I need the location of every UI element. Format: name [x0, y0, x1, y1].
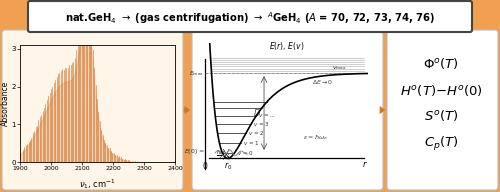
Y-axis label: Absorbance: Absorbance: [1, 81, 10, 126]
Text: $E(r)$, $E(v)$: $E(r)$, $E(v)$: [268, 40, 304, 52]
Text: $E(0) = $: $E(0) = $: [184, 147, 204, 156]
X-axis label: $\nu_1$, cm$^{-1}$: $\nu_1$, cm$^{-1}$: [79, 177, 116, 191]
Text: $H^o(T){-}H^o(0)$: $H^o(T){-}H^o(0)$: [400, 83, 482, 98]
Text: $\varepsilon = \hbar\omega_e$: $\varepsilon = \hbar\omega_e$: [303, 133, 328, 142]
Text: $S^o(T)$: $S^o(T)$: [424, 108, 458, 123]
Text: 0: 0: [203, 162, 207, 171]
Text: nat.GeH$_4$ $\rightarrow$ (gas centrifugation) $\rightarrow$ $^A$GeH$_4$ ($A$ = : nat.GeH$_4$ $\rightarrow$ (gas centrifug…: [65, 10, 435, 26]
Text: $\Delta E \rightarrow 0$: $\Delta E \rightarrow 0$: [312, 78, 333, 86]
Text: $r$: $r$: [362, 159, 368, 169]
FancyBboxPatch shape: [192, 30, 383, 190]
Text: $v$ = 0: $v$ = 0: [236, 149, 253, 157]
Text: $v$ = 2: $v$ = 2: [248, 129, 264, 137]
Text: $\Phi^o(T)$: $\Phi^o(T)$: [423, 55, 459, 70]
Text: $r_0$: $r_0$: [224, 161, 232, 172]
Text: $v$ = 3: $v$ = 3: [254, 120, 270, 128]
FancyBboxPatch shape: [387, 30, 498, 190]
Text: $v$ = 1: $v$ = 1: [243, 139, 260, 146]
Text: $C_p(T)$: $C_p(T)$: [424, 135, 458, 153]
Text: $E_{\rm max}$: $E_{\rm max}$: [190, 69, 204, 78]
Text: $\frac{\hbar\omega}{2}$: $\frac{\hbar\omega}{2}$: [216, 149, 226, 163]
FancyBboxPatch shape: [2, 30, 183, 190]
FancyBboxPatch shape: [28, 1, 472, 32]
Text: $v_{\rm max}$: $v_{\rm max}$: [332, 64, 347, 72]
Text: $v$ = ...: $v$ = ...: [258, 112, 276, 119]
Text: D: D: [254, 108, 260, 118]
